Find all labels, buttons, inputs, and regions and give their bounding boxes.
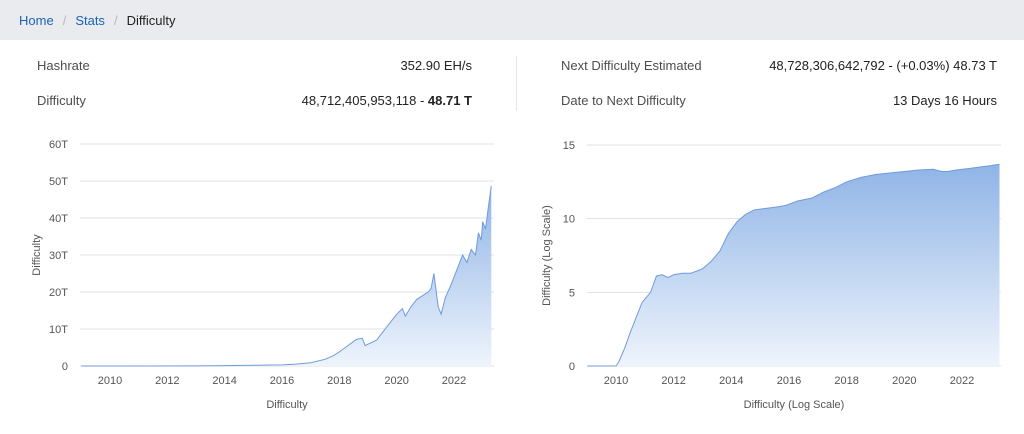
charts-area: 0 10T 20T 30T 40T 50T 60T 2010 2012 2014 2016 2018 2… xyxy=(31,139,1001,411)
log-series-line xyxy=(587,163,1000,367)
breadcrumb-separator: / xyxy=(113,12,118,28)
difficulty-value: 48,712,405,953,118 - 48.71 T xyxy=(302,93,472,108)
next-date-label: Date to Next Difficulty xyxy=(561,92,686,108)
log-x-axis-title: Difficulty (Log Scale) xyxy=(744,399,845,411)
linear-y-tick-label: 0 xyxy=(62,361,68,373)
linear-y-tick-label: 30T xyxy=(49,250,68,262)
difficulty-separator: - xyxy=(416,92,428,108)
log-y-tick-label: 15 xyxy=(563,140,575,152)
hashrate-value: 352.90 EH/s xyxy=(400,57,472,73)
log-x-tick-label: 2014 xyxy=(719,375,743,387)
log-x-tick-label: 2012 xyxy=(661,375,685,387)
log-y-tick-label: 10 xyxy=(563,214,575,226)
hashrate-row: Hashrate 352.90 EH/s xyxy=(37,55,472,75)
log-series-area xyxy=(587,164,1000,366)
hashrate-label: Hashrate xyxy=(37,57,90,73)
linear-y-tick-label: 60T xyxy=(49,139,68,151)
log-y-tick-label: 0 xyxy=(569,361,575,373)
next-difficulty-value: 48,728,306,642,792 - (+0.03%) 48.73 T xyxy=(769,57,997,73)
log-chart: 0 5 10 15 2010 2012 2014 2016 2018 2020 2022 Diffic… xyxy=(541,140,1001,411)
breadcrumb-stats[interactable]: Stats xyxy=(75,12,105,28)
linear-y-tick-label: 40T xyxy=(49,213,68,225)
linear-x-tick-label: 2012 xyxy=(155,375,179,387)
difficulty-full: 48,712,405,953,118 xyxy=(301,92,417,108)
difficulty-row: Difficulty 48,712,405,953,118 - 48.71 T xyxy=(37,90,472,110)
breadcrumb: Home / Stats / Difficulty xyxy=(0,0,1024,40)
next-date-row: Date to Next Difficulty 13 Days 16 Hours xyxy=(561,90,997,110)
linear-x-tick-label: 2010 xyxy=(98,375,122,387)
linear-series-line xyxy=(81,185,492,367)
linear-y-axis-title: Difficulty xyxy=(31,234,43,276)
linear-chart: 0 10T 20T 30T 40T 50T 60T 2010 2012 2014 2016 2018 2… xyxy=(31,139,494,411)
linear-x-axis-title: Difficulty xyxy=(266,399,308,411)
linear-x-tick-label: 2016 xyxy=(270,375,294,387)
next-difficulty-label: Next Difficulty Estimated xyxy=(561,57,702,73)
log-x-tick-label: 2018 xyxy=(834,375,858,387)
breadcrumb-separator: / xyxy=(62,12,67,28)
difficulty-short: 48.71 T xyxy=(427,92,472,108)
next-difficulty-row: Next Difficulty Estimated 48,728,306,642… xyxy=(561,55,997,75)
linear-y-tick-label: 50T xyxy=(49,176,68,188)
stats-divider xyxy=(516,56,517,111)
linear-y-tick-label: 20T xyxy=(49,287,68,299)
breadcrumb-home[interactable]: Home xyxy=(19,12,54,28)
log-x-tick-label: 2010 xyxy=(604,375,628,387)
log-y-tick-label: 5 xyxy=(569,287,575,299)
linear-series-area xyxy=(81,185,492,366)
next-date-value: 13 Days 16 Hours xyxy=(892,92,997,108)
log-x-tick-label: 2020 xyxy=(892,375,916,387)
linear-x-tick-label: 2020 xyxy=(384,375,408,387)
linear-x-tick-label: 2022 xyxy=(442,375,466,387)
log-x-tick-label: 2016 xyxy=(777,375,801,387)
linear-y-tick-label: 10T xyxy=(49,324,68,336)
log-x-tick-label: 2022 xyxy=(950,375,974,387)
linear-x-tick-label: 2018 xyxy=(327,375,351,387)
difficulty-label: Difficulty xyxy=(37,92,86,108)
linear-x-tick-label: 2014 xyxy=(212,375,236,387)
log-y-axis-title: Difficulty (Log Scale) xyxy=(541,205,553,306)
breadcrumb-current: Difficulty xyxy=(126,12,176,28)
